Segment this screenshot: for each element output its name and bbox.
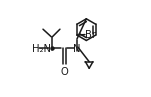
Text: Br: Br xyxy=(85,30,96,40)
Text: H₂N: H₂N xyxy=(32,43,51,54)
Text: O: O xyxy=(60,67,68,77)
Text: N: N xyxy=(73,43,80,54)
